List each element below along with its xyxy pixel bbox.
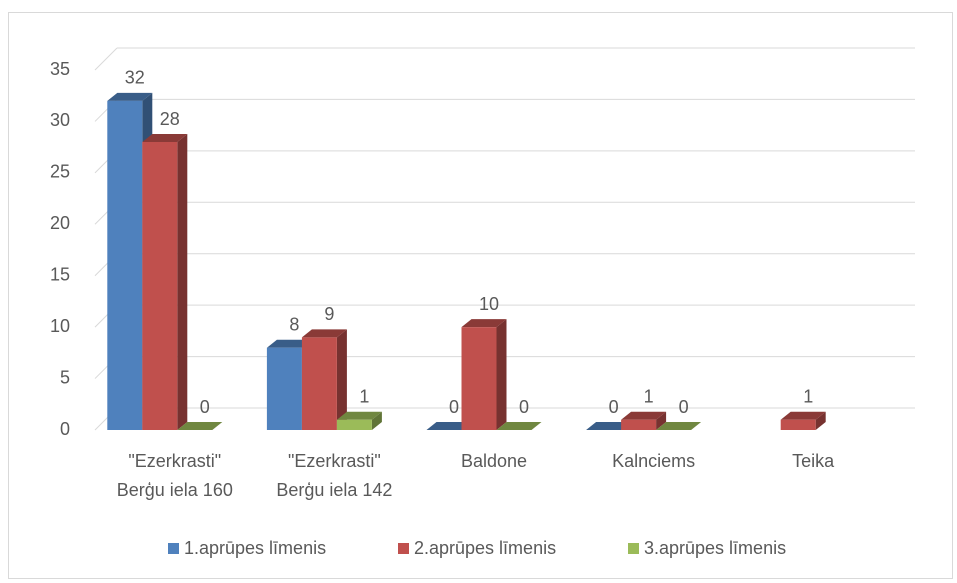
data-label: 10 xyxy=(479,294,499,314)
bar-top xyxy=(336,411,382,420)
bar-top xyxy=(177,422,223,430)
data-label: 0 xyxy=(449,397,459,417)
bar xyxy=(621,419,657,430)
bar xyxy=(301,337,337,430)
bar-top xyxy=(107,92,153,101)
legend-swatch xyxy=(168,543,179,554)
legend-label: 1.aprūpes līmenis xyxy=(184,538,326,558)
y-tick-label: 30 xyxy=(50,110,70,130)
bar-top xyxy=(426,422,472,430)
bar xyxy=(336,419,372,430)
bar-top xyxy=(142,134,188,142)
data-label: 32 xyxy=(125,68,145,88)
x-tick-label: Teika xyxy=(792,451,835,471)
bar xyxy=(142,142,178,430)
x-tick-label: Berģu iela 160 xyxy=(117,480,233,500)
x-tick-label: "Ezerkrasti" xyxy=(128,451,221,471)
bar-side xyxy=(336,329,347,430)
bar-top xyxy=(461,319,507,328)
y-tick-label: 0 xyxy=(60,419,70,439)
bar-top xyxy=(266,339,312,348)
data-label: 1 xyxy=(359,386,369,406)
bar xyxy=(266,347,302,430)
bar-top xyxy=(621,411,667,420)
data-label: 0 xyxy=(519,397,529,417)
legend-swatch xyxy=(628,543,639,554)
x-tick-label: Baldone xyxy=(461,451,527,471)
bar xyxy=(780,419,816,430)
bar-top xyxy=(586,422,632,430)
bar-top xyxy=(496,422,542,430)
y-tick-label: 25 xyxy=(50,162,70,182)
data-label: 1 xyxy=(803,386,813,406)
y-tick-label: 5 xyxy=(60,367,70,387)
bar-side xyxy=(496,319,507,430)
bar-top xyxy=(301,329,347,338)
bar-top xyxy=(780,411,826,420)
data-label: 8 xyxy=(289,314,299,334)
bar xyxy=(461,327,497,430)
data-label: 28 xyxy=(160,109,180,129)
bar xyxy=(107,100,143,430)
y-tick-label: 10 xyxy=(50,316,70,336)
legend-label: 2.aprūpes līmenis xyxy=(414,538,556,558)
bar-side xyxy=(371,411,382,430)
data-label: 0 xyxy=(679,397,689,417)
bar-side xyxy=(177,134,188,430)
bar-side xyxy=(656,411,667,430)
data-label: 9 xyxy=(324,304,334,324)
x-tick-label: "Ezerkrasti" xyxy=(288,451,381,471)
legend-swatch xyxy=(398,543,409,554)
y-tick-label: 35 xyxy=(50,59,70,79)
grid-diagonal xyxy=(94,47,118,71)
bar-top xyxy=(656,422,702,430)
x-tick-label: Berģu iela 142 xyxy=(276,480,392,500)
legend-label: 3.aprūpes līmenis xyxy=(644,538,786,558)
y-tick-label: 20 xyxy=(50,213,70,233)
bar-side xyxy=(815,411,826,430)
y-tick-label: 15 xyxy=(50,264,70,284)
data-label: 0 xyxy=(609,397,619,417)
data-label: 0 xyxy=(200,397,210,417)
x-tick-label: Kalnciems xyxy=(612,451,695,471)
data-label: 1 xyxy=(644,386,654,406)
